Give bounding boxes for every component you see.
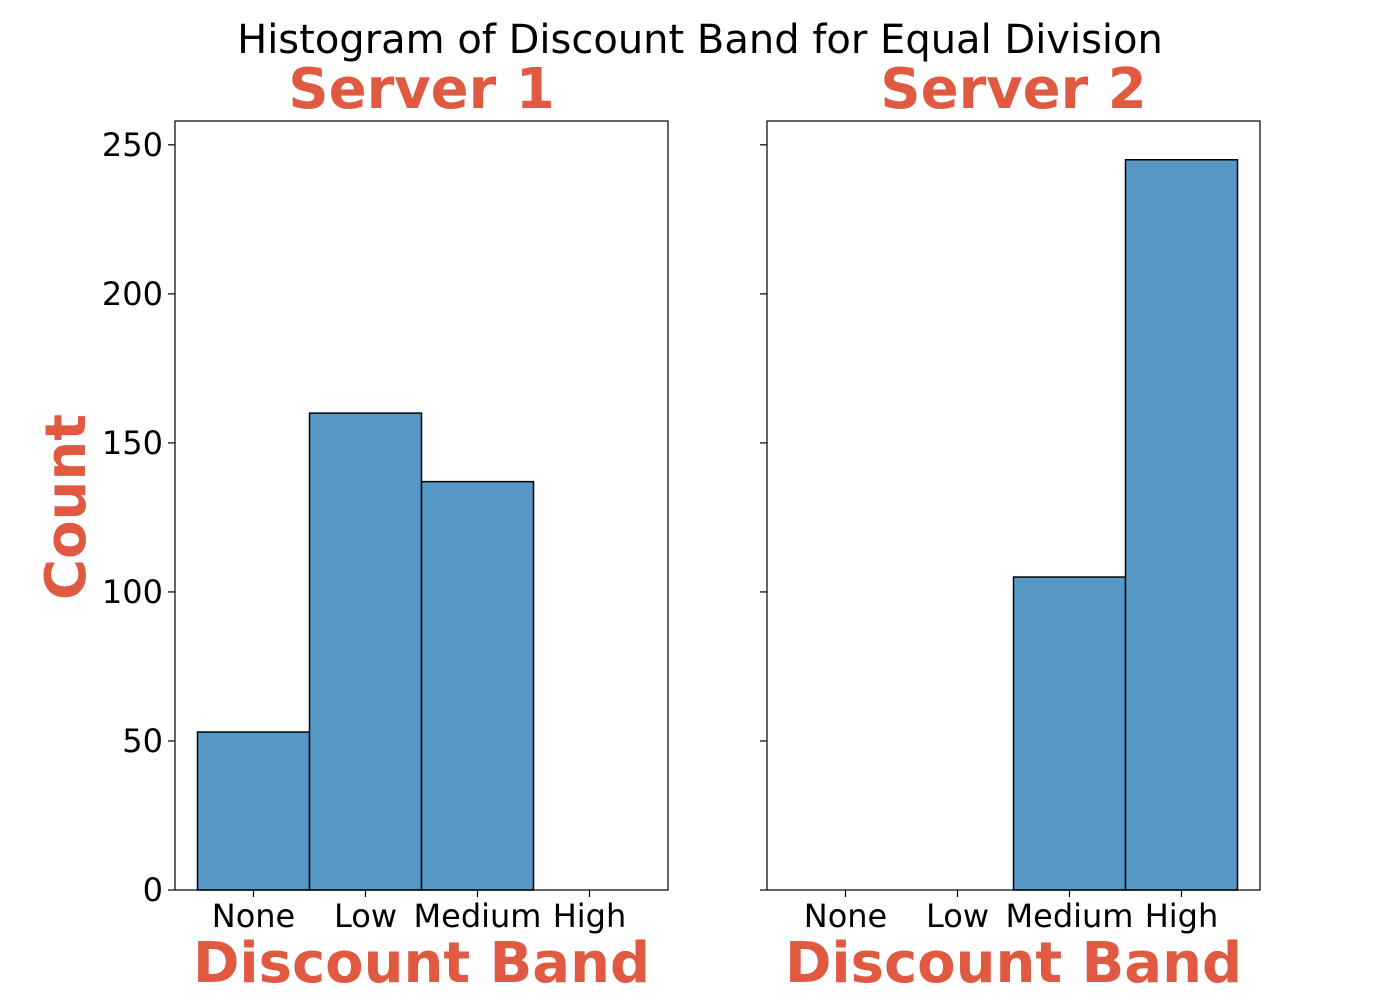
bar-medium	[420, 480, 535, 891]
y-tick-label: 0	[143, 871, 163, 909]
bar-low	[308, 412, 423, 891]
bar-none	[196, 731, 311, 891]
x-tick-label: High	[553, 897, 627, 935]
x-tick-label: High	[1145, 897, 1219, 935]
x-tick-label: Medium	[1006, 897, 1134, 935]
y-tick-label: 150	[102, 424, 163, 462]
y-tick-label: 250	[102, 126, 163, 164]
x-tick-label: None	[804, 897, 887, 935]
panel-1: 0 50 100 150 200 250 None Low Medium High Server 1…	[102, 57, 669, 996]
x-axis-label: Discount Band	[785, 931, 1242, 996]
y-tick-label: 200	[102, 275, 163, 313]
x-tick-label: Low	[926, 897, 989, 935]
panel-2: None Low Medium High Server 2 Discount Band	[760, 57, 1261, 996]
x-tick-label: Medium	[414, 897, 542, 935]
axes-frame	[766, 120, 1261, 891]
panels: 0 50 100 150 200 250 None Low Medium High Server 1…	[102, 57, 1261, 996]
y-tick-label: 50	[122, 722, 163, 760]
y-axis-label: Count	[34, 414, 99, 600]
x-tick-label: None	[212, 897, 295, 935]
bar-medium	[1012, 576, 1127, 891]
x-axis-label: Discount Band	[193, 931, 650, 996]
panel-title: Server 1	[288, 57, 555, 122]
figure-title: Histogram of Discount Band for Equal Div…	[237, 17, 1163, 63]
bar-high	[1124, 158, 1239, 891]
x-tick-label: Low	[334, 897, 397, 935]
y-tick-label: 100	[102, 573, 163, 611]
panel-title: Server 2	[880, 57, 1147, 122]
axes-frame	[174, 120, 669, 891]
